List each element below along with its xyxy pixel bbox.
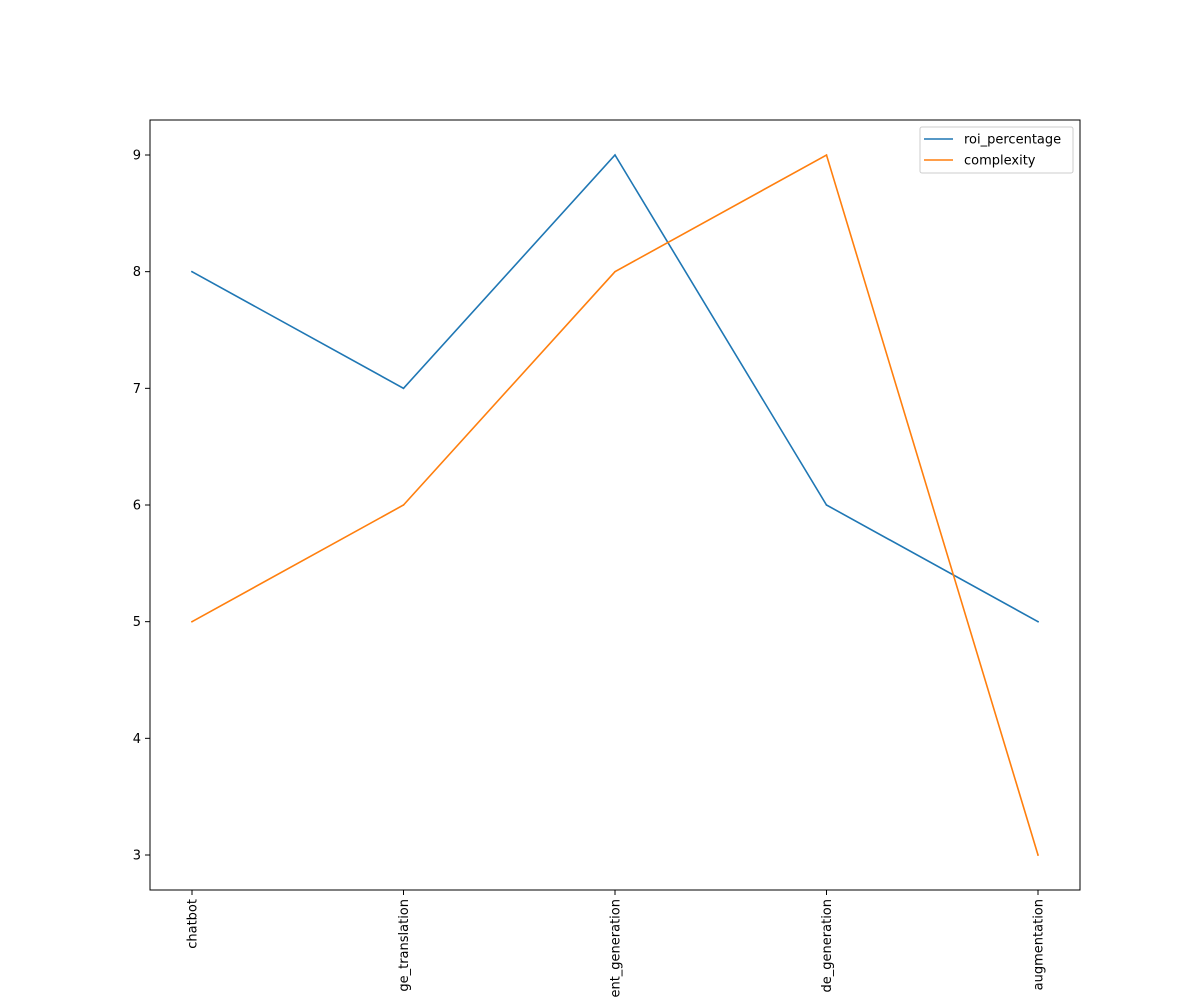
y-tick-label: 8 (133, 265, 141, 280)
y-axis: 3 4 5 6 7 8 9 (133, 149, 150, 864)
y-tick-label: 3 (133, 849, 141, 864)
y-tick-label: 5 (133, 615, 141, 630)
legend-label-roi_percentage: roi_percentage (964, 133, 1061, 148)
legend-label-complexity: complexity (964, 154, 1036, 169)
legend: roi_percentage complexity (919, 126, 1074, 174)
data-point-complexity (402, 504, 405, 506)
x-tick-label: ge_translation (397, 899, 412, 992)
plot-area-background (150, 120, 1080, 890)
x-tick-label: ent_generation (609, 899, 624, 998)
data-point-roi_percentage (1037, 620, 1039, 623)
series-layer (190, 153, 1040, 856)
y-tick-label: 4 (133, 732, 141, 747)
data-point-complexity (1037, 854, 1039, 856)
x-tick-label: chatbot (186, 899, 201, 949)
y-tick-label: 6 (133, 499, 141, 514)
data-point-roi_percentage (402, 387, 405, 390)
data-point-complexity (825, 154, 828, 156)
y-tick-label: 9 (133, 149, 141, 164)
legend-frame (919, 126, 1074, 174)
x-tick-label: de_generation (820, 899, 835, 992)
data-point-roi_percentage (191, 270, 193, 273)
data-point-roi_percentage (825, 504, 828, 506)
data-point-complexity (191, 620, 193, 623)
y-tick-label: 7 (133, 382, 141, 397)
x-tick-label: augmentation (1032, 899, 1047, 990)
data-point-roi_percentage (614, 154, 616, 156)
x-axis: chatbot ge_translation ent_generation de_ge… (186, 890, 1047, 998)
data-point-complexity (614, 270, 616, 273)
